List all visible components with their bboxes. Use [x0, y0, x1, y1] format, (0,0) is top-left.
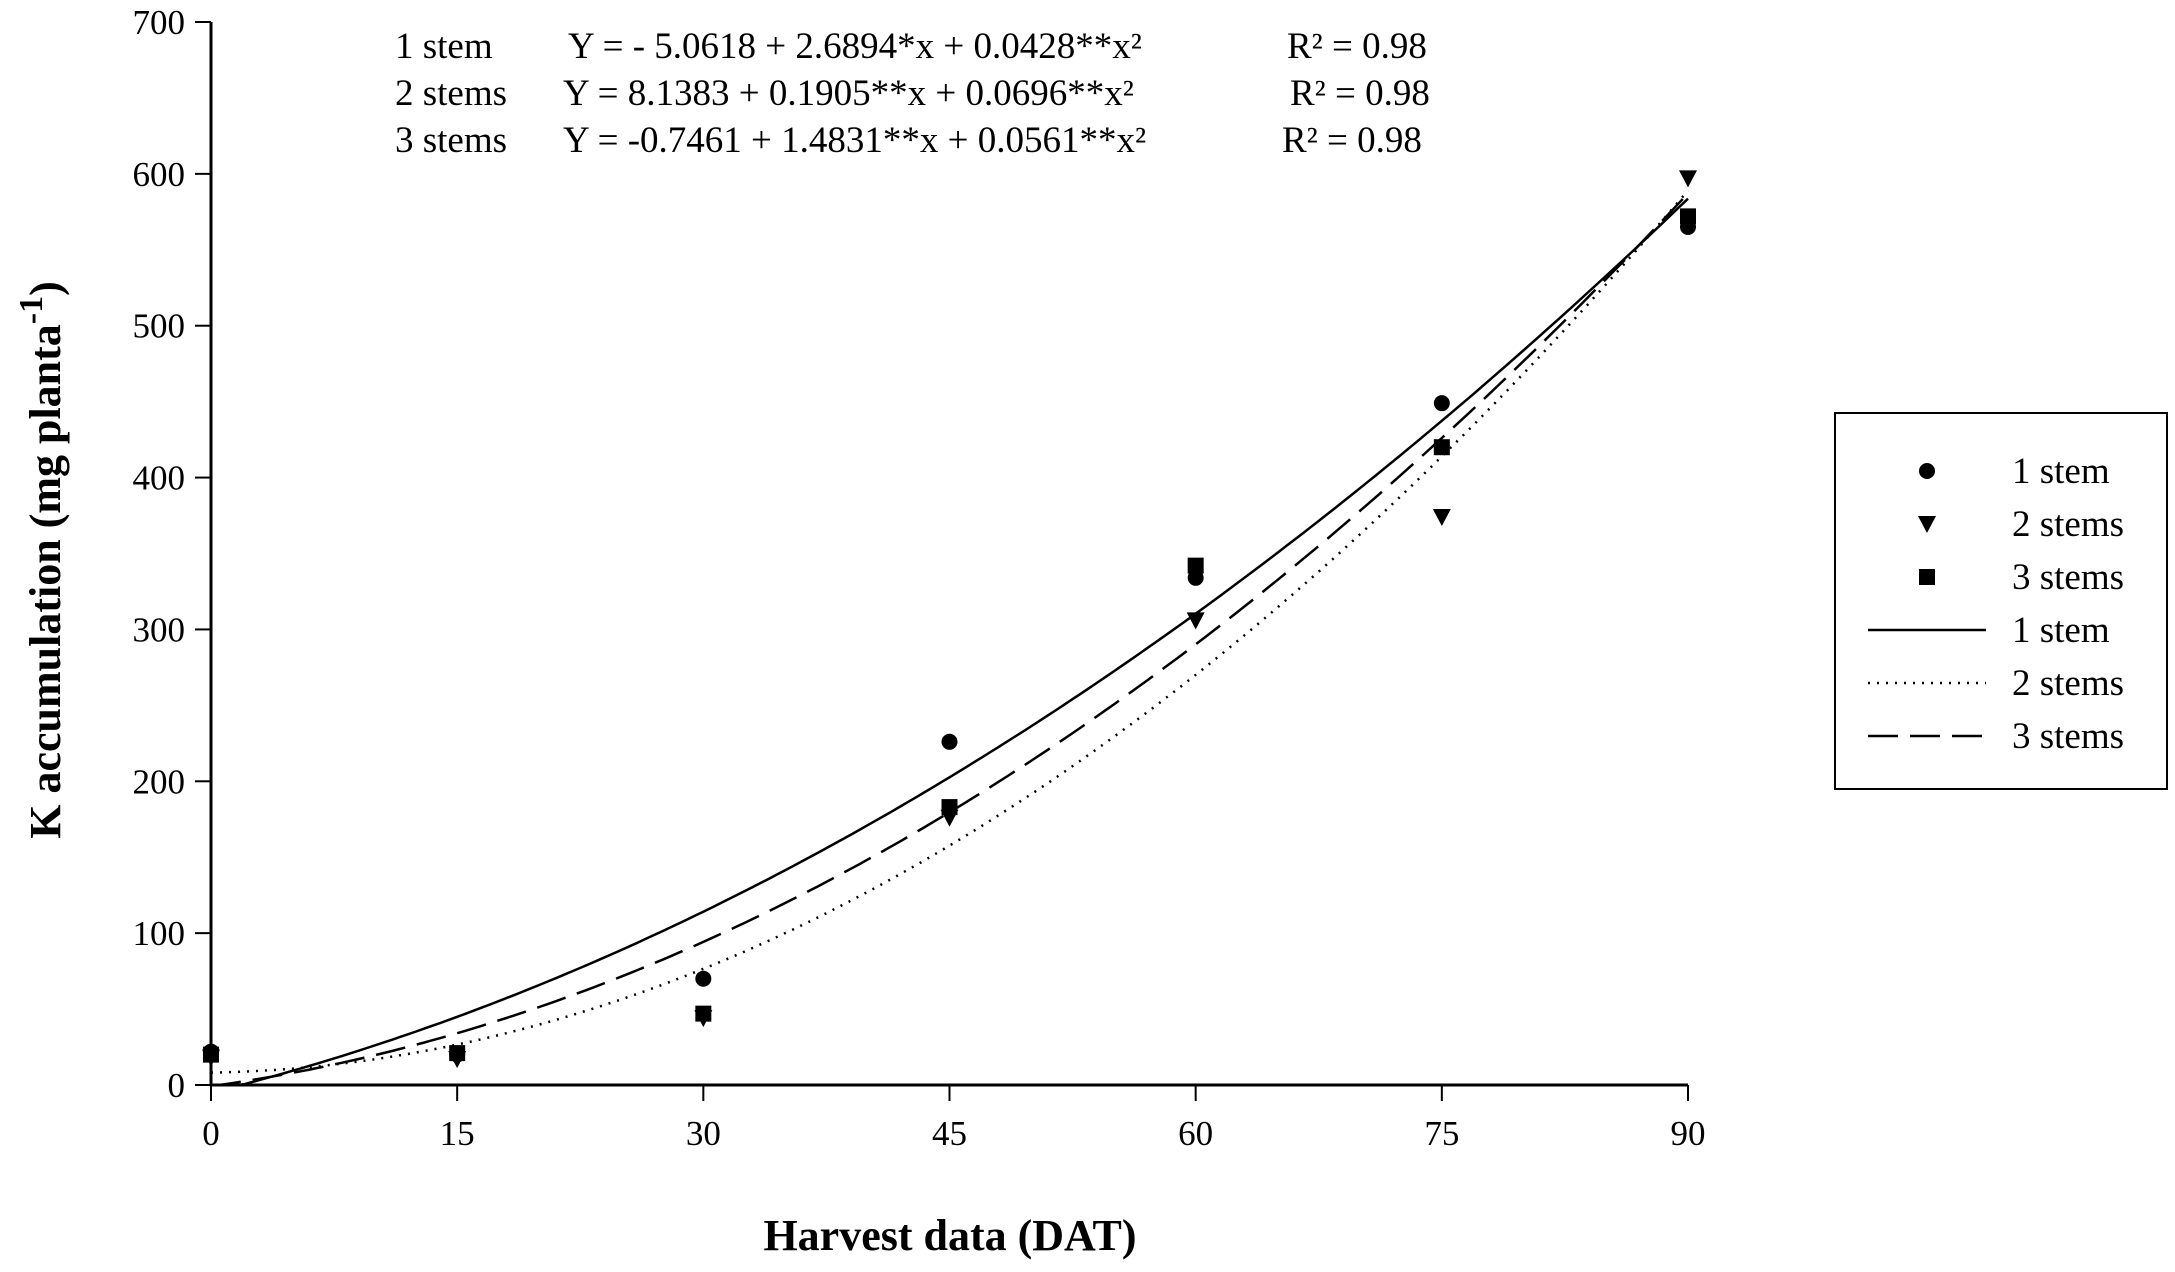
- r2-1: R² = 0.98: [1287, 26, 1427, 67]
- y-tick-label: 300: [133, 610, 186, 649]
- x-tick-label: 45: [932, 1114, 967, 1153]
- data-point-triangle-down: [1679, 170, 1697, 188]
- fit-curve-2: [210, 189, 1689, 1074]
- y-axis-title-main: K accumulation (mg planta: [21, 324, 70, 839]
- legend-label-2-stems-fit: 2 stems: [2012, 663, 2124, 704]
- data-point-square: [449, 1045, 466, 1062]
- x-tick-label: 60: [1178, 1114, 1213, 1153]
- legend-label-3-stems-fit: 3 stems: [2012, 716, 2124, 757]
- data-point-square: [1433, 439, 1450, 456]
- y-tick-label: 100: [133, 914, 186, 953]
- legend-label-1-stem-fit: 1 stem: [2012, 610, 2110, 651]
- fit-curves: [210, 189, 1689, 1087]
- x-tick-label: 30: [686, 1114, 721, 1153]
- data-point-square: [941, 799, 958, 816]
- r2-2: R² = 0.98: [1290, 73, 1430, 114]
- y-tick-label: 400: [133, 459, 186, 498]
- y-axis-title-superscript: -1: [13, 296, 50, 324]
- x-tick-label: 15: [440, 1114, 475, 1153]
- y-tick-label: 700: [133, 3, 186, 42]
- legend-marker-square: [1919, 569, 1935, 585]
- data-point-circle: [695, 970, 712, 987]
- data-point-square: [203, 1046, 219, 1063]
- legend-label-2-stems-points: 2 stems: [2012, 504, 2124, 545]
- legend-label-3-stems-points: 3 stems: [2012, 557, 2124, 598]
- fit-curve-1: [211, 197, 1689, 1087]
- x-tick-label: 75: [1424, 1114, 1459, 1153]
- y-tick-label: 600: [133, 155, 186, 194]
- x-tick-label: 90: [1671, 1114, 1706, 1153]
- y-axis-title-close: ): [21, 281, 70, 296]
- equations: 1 stem Y = - 5.0618 + 2.6894*x + 0.0428*…: [395, 26, 1430, 161]
- legend-marker-circle: [1919, 463, 1935, 479]
- data-point-square: [695, 1005, 712, 1022]
- y-tick-label: 500: [133, 307, 186, 346]
- data-point-triangle-down: [1432, 509, 1451, 527]
- equation-label-2: 2 stems: [395, 73, 507, 114]
- fit-curve-3: [211, 192, 1689, 1087]
- y-tick-label: 0: [168, 1066, 186, 1105]
- data-point-square: [1187, 557, 1204, 574]
- axes: 0 15 30 45 60 75 90 0 100 200 300 400 500 600 700: [133, 3, 1706, 1153]
- data-point-square: [1680, 208, 1696, 225]
- equation-2: Y = 8.1383 + 0.1905**x + 0.0696**x²: [563, 73, 1134, 114]
- data-point-circle: [1187, 569, 1204, 586]
- r2-3: R² = 0.98: [1282, 120, 1422, 161]
- equation-3: Y = -0.7461 + 1.4831**x + 0.0561**x²: [563, 120, 1146, 161]
- data-points: [202, 170, 1697, 1069]
- data-point-circle: [1433, 395, 1450, 412]
- legend-box: [1834, 412, 2168, 790]
- x-tick-label: 0: [202, 1114, 220, 1153]
- legend: 1 stem 2 stems 3 stems 1 stem 2 stems 3 …: [1834, 412, 2168, 790]
- legend-marker-triangle-down: [1918, 516, 1936, 533]
- equation-label-1: 1 stem: [395, 26, 493, 67]
- data-point-triangle-down: [1186, 612, 1205, 630]
- legend-label-1-stem-points: 1 stem: [2012, 451, 2110, 492]
- y-axis-title: K accumulation (mg planta-1): [13, 281, 70, 839]
- x-axis-title: Harvest data (DAT): [763, 1211, 1136, 1260]
- equation-label-3: 3 stems: [395, 120, 507, 161]
- y-tick-label: 200: [133, 762, 186, 801]
- data-point-circle: [941, 733, 958, 750]
- equation-1: Y = - 5.0618 + 2.6894*x + 0.0428**x²: [568, 26, 1142, 67]
